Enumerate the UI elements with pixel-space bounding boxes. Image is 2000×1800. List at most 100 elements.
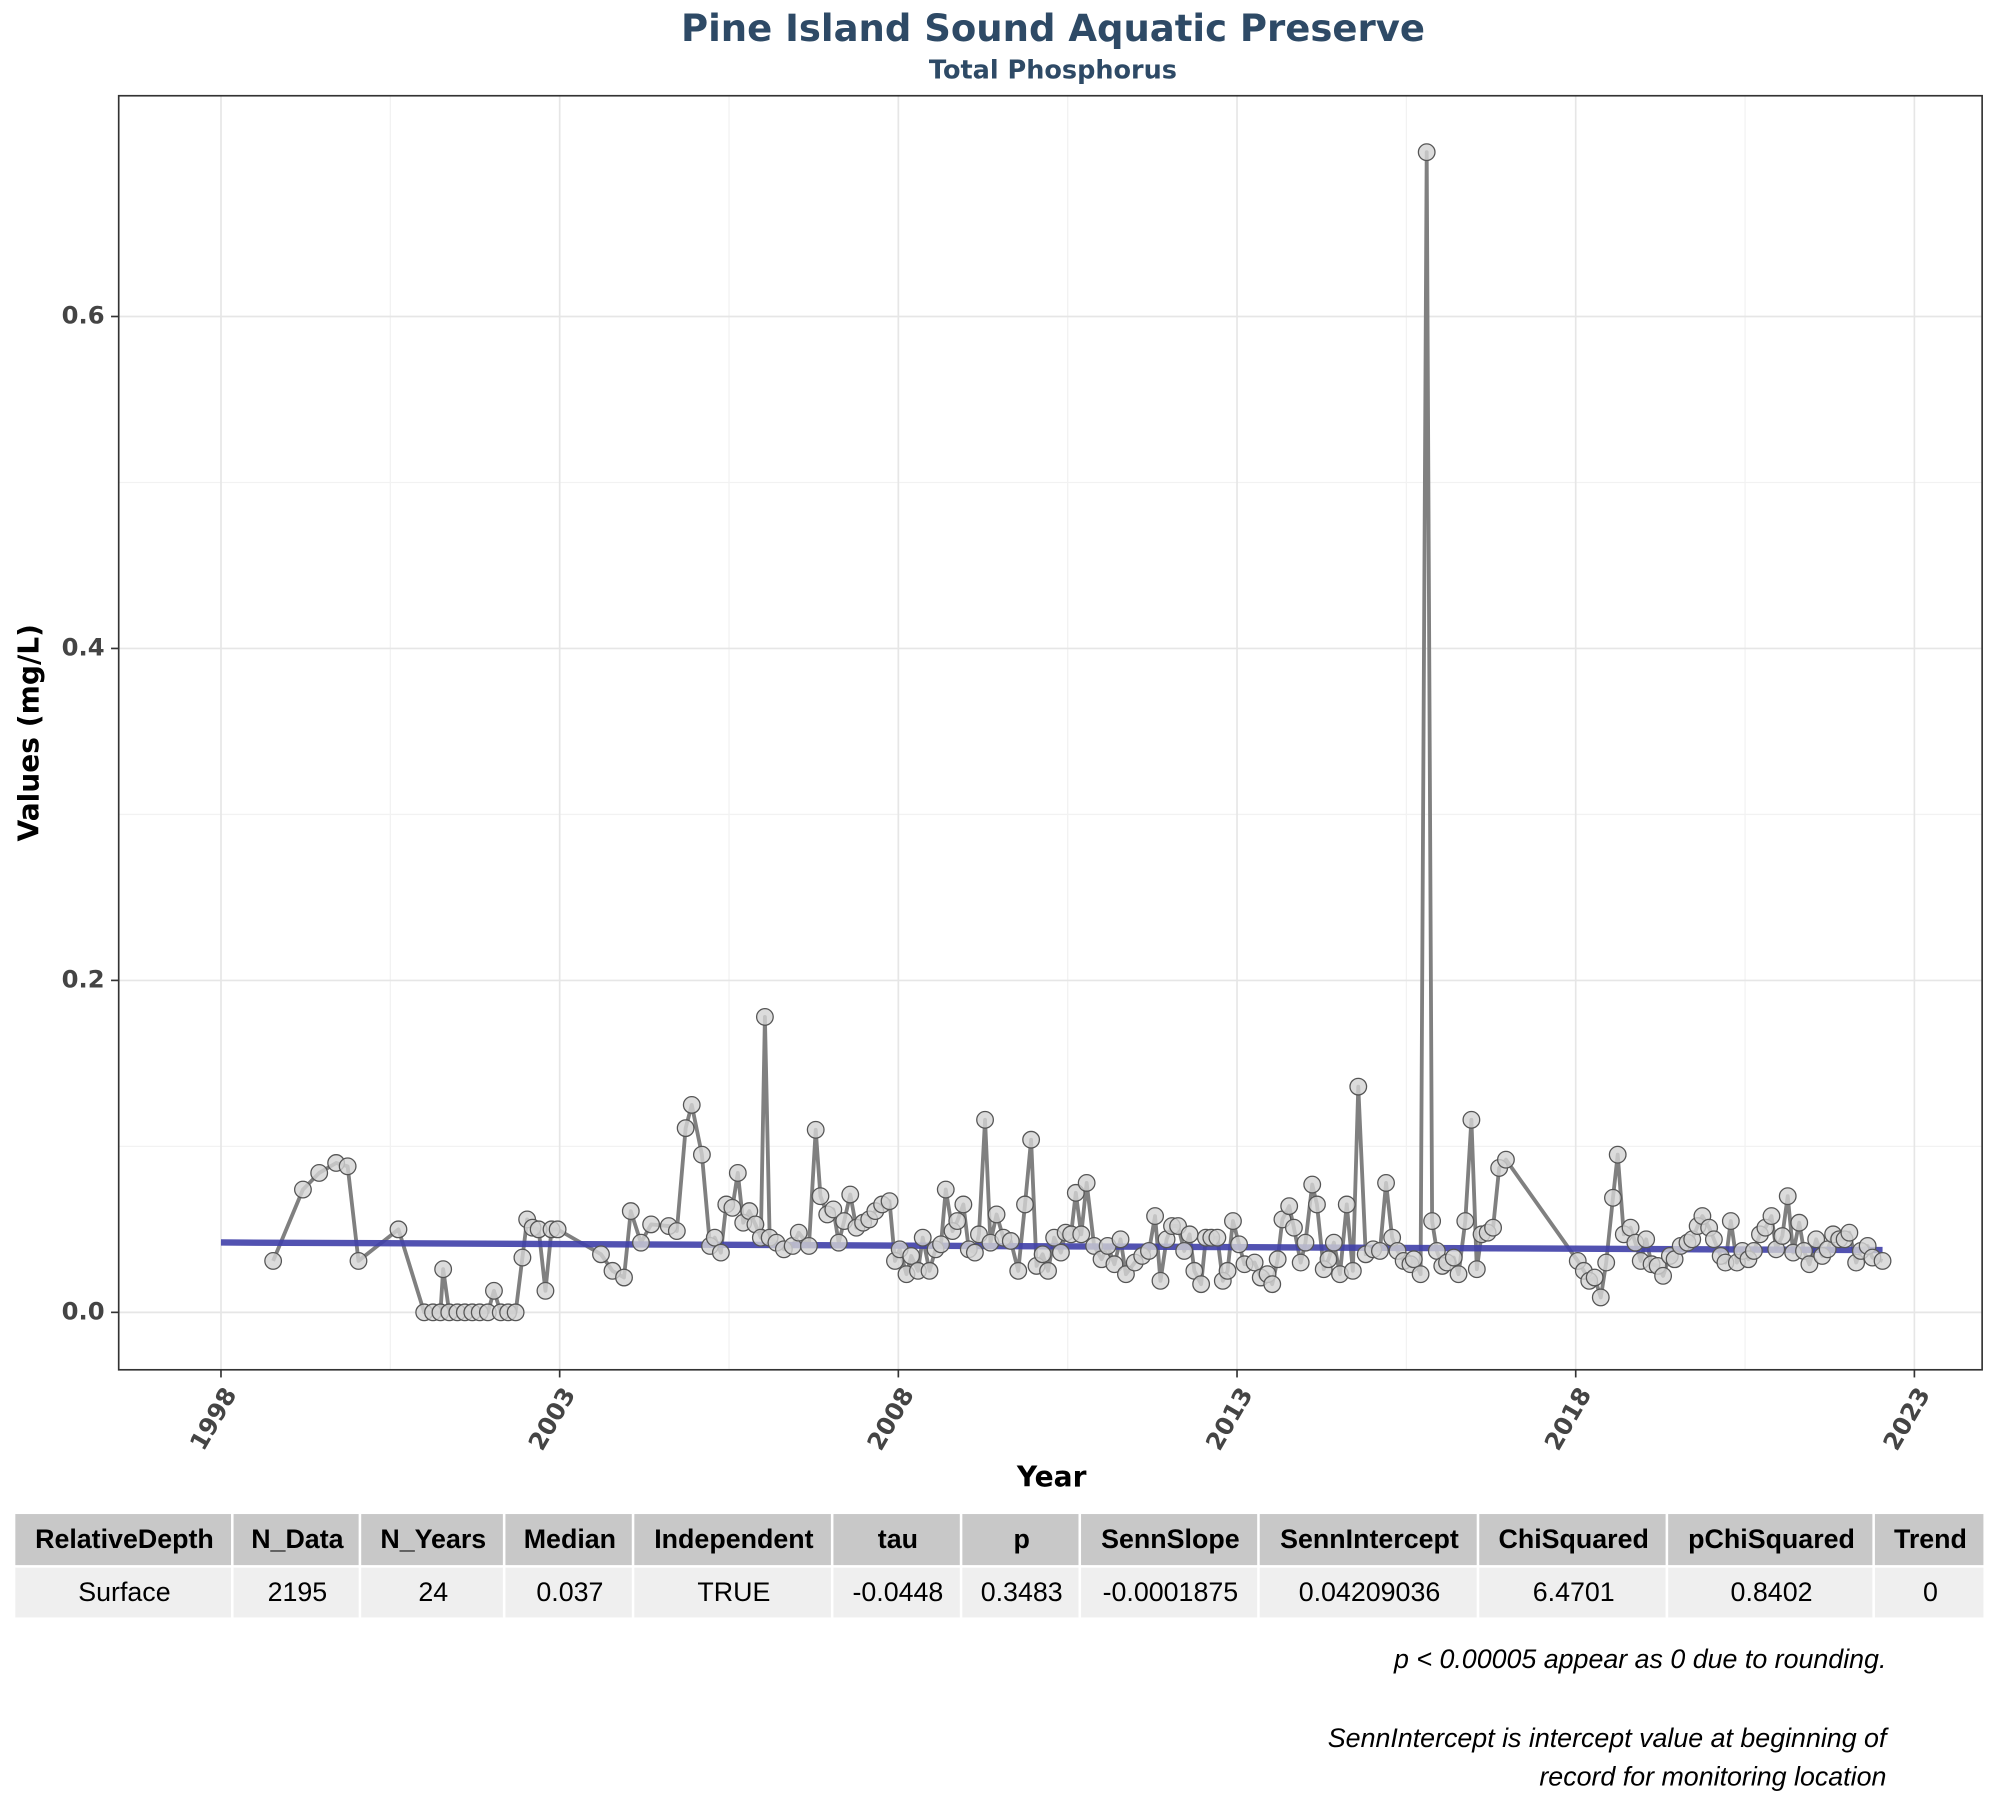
data-point [829,1233,848,1252]
data-point [987,1205,1006,1224]
data-point [1105,1255,1124,1274]
cell-text: 0.3483 [981,1577,1063,1607]
x-tick-label: 1998 [184,1382,243,1455]
header-cell [962,1514,1079,1566]
data-point [1001,1232,1020,1250]
data-point [1180,1225,1199,1244]
data-point [1343,1261,1362,1280]
data-point [1324,1233,1343,1252]
header-cell [1081,1514,1258,1566]
data-point [936,1180,955,1199]
data-point [1151,1271,1170,1290]
table-cell [505,1567,632,1618]
header-text: SennSlope [1101,1524,1239,1554]
data-point [1597,1253,1616,1272]
data-point [548,1220,567,1239]
header-text: Independent [654,1524,813,1554]
cell-text: Surface [78,1577,170,1607]
data-point [932,1235,950,1254]
data-point [728,1164,747,1182]
y-tick-label: 0.2 [62,964,105,993]
x-axis-label: Year [1016,1460,1087,1493]
y-axis-label: Values (mg/L) [13,624,46,841]
data-point [1072,1225,1091,1244]
data-line [271,150,1884,1315]
data-point [676,1119,695,1138]
cell-text: 0.037 [536,1577,603,1607]
chart-title: Pine Island Sound Aquatic Preserve [681,7,1425,50]
data-point [692,1145,711,1164]
data-point [632,1233,650,1252]
cell-text: -0.0001875 [1103,1577,1239,1607]
data-point [1208,1228,1227,1247]
data-point [1280,1197,1299,1216]
data-point [1033,1245,1052,1264]
header-text: tau [878,1524,918,1554]
cell-text: 0.8402 [1731,1577,1813,1607]
data-point [1404,1250,1423,1269]
cell-text: TRUE [697,1577,770,1607]
header-text: N_Years [380,1524,486,1554]
data-point [1349,1077,1368,1096]
data-point [310,1164,329,1182]
data-point [1790,1213,1809,1232]
data-point [880,1192,899,1211]
data-point [1604,1188,1622,1207]
header-text: SennIntercept [1280,1524,1459,1554]
data-point [349,1251,368,1270]
header-text: RelativeDepth [35,1524,214,1554]
data-point [1704,1230,1723,1249]
header-text: Median [524,1524,616,1554]
y-tick-label: 0.4 [62,632,105,661]
data-point [1377,1173,1395,1192]
data-point [1296,1233,1315,1252]
header-text: p [1014,1524,1030,1554]
data-point [1840,1223,1859,1242]
footnote: record for monitoring location [1539,1761,1886,1791]
data-point [667,1222,686,1240]
y-tick-label: 0.0 [62,1296,105,1325]
header-cell [634,1514,831,1566]
data-point [338,1157,357,1176]
data-point [711,1243,730,1262]
data-point [1230,1235,1248,1254]
data-point [513,1248,532,1267]
header-cell [833,1514,960,1566]
header-text: ChiSquared [1499,1524,1649,1554]
header-cell [361,1514,503,1566]
data-point [1467,1260,1486,1279]
data-point [1268,1250,1287,1269]
header-cell [15,1514,232,1566]
table-cell [1874,1567,1984,1618]
data-point [1456,1212,1475,1231]
data-point [1721,1212,1740,1231]
data-point [1303,1175,1322,1194]
header-cell [1668,1514,1873,1566]
data-point [485,1281,503,1300]
data-point [1800,1255,1819,1274]
footnote: SennIntercept is intercept value at begi… [1328,1723,1889,1753]
data-point [592,1245,610,1264]
data-point [264,1251,283,1270]
data-point [965,1243,984,1262]
data-point [1245,1253,1264,1272]
data-point [1417,143,1436,162]
data-point [799,1237,818,1255]
data-point [1637,1230,1656,1249]
data-point [789,1223,808,1242]
x-tick-label: 2003 [522,1382,581,1455]
data-point [841,1185,860,1204]
x-tick-label: 2013 [1200,1382,1259,1455]
header-cell [1479,1514,1666,1566]
data-point [1009,1261,1028,1280]
data-point [642,1215,661,1234]
data-point [723,1198,742,1217]
data-point [615,1268,633,1287]
data-point [1039,1261,1057,1280]
data-point [682,1095,701,1114]
data-point [705,1228,724,1247]
data-point [1016,1195,1034,1214]
data-point [1484,1218,1503,1237]
